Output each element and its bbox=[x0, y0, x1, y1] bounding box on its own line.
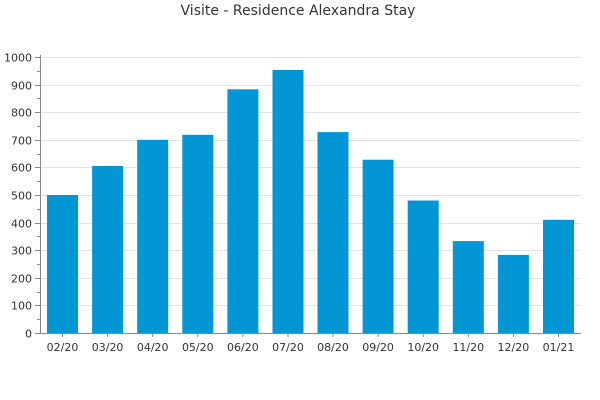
y-tick-label: 300 bbox=[11, 245, 32, 258]
x-tick-label: 06/20 bbox=[227, 341, 259, 354]
y-tick-label: 400 bbox=[11, 218, 32, 231]
y-tick-label: 600 bbox=[11, 162, 32, 175]
bar bbox=[543, 219, 574, 333]
y-tick-label: 800 bbox=[11, 107, 32, 120]
x-tick-label: 04/20 bbox=[137, 341, 169, 354]
bar bbox=[182, 134, 214, 333]
y-tick-label: 900 bbox=[11, 80, 32, 93]
y-tick-label: 100 bbox=[11, 300, 32, 313]
axes bbox=[35, 55, 581, 337]
x-tick-label: 02/20 bbox=[47, 341, 79, 354]
x-tick-label: 03/20 bbox=[92, 341, 124, 354]
x-tick-label: 12/20 bbox=[498, 341, 530, 354]
y-tick-label: 200 bbox=[11, 273, 32, 286]
x-tick-label: 08/20 bbox=[317, 341, 349, 354]
bar bbox=[452, 241, 484, 333]
bar bbox=[47, 195, 78, 333]
bar bbox=[407, 200, 439, 333]
x-tick-label: 09/20 bbox=[362, 341, 394, 354]
y-tick-label: 0 bbox=[25, 328, 32, 341]
x-tick-label: 07/20 bbox=[272, 341, 304, 354]
x-tick-label: 05/20 bbox=[182, 341, 214, 354]
bars bbox=[47, 70, 574, 333]
y-tick-label: 700 bbox=[11, 135, 32, 148]
grid-lines bbox=[40, 57, 581, 306]
bar bbox=[92, 166, 124, 333]
x-tick-labels: 02/20 03/20 04/20 05/20 06/20 07/20 08/20 09/20… bbox=[47, 341, 575, 354]
bar bbox=[272, 70, 304, 333]
y-tick-label: 500 bbox=[11, 190, 32, 203]
bar bbox=[137, 139, 169, 333]
y-tick-label: 1000 bbox=[4, 52, 32, 65]
chart-title: Visite - Residence Alexandra Stay bbox=[181, 3, 416, 19]
bar bbox=[317, 132, 349, 333]
bar bbox=[497, 254, 529, 333]
x-tick-label: 10/20 bbox=[407, 341, 439, 354]
x-tick-label: 01/21 bbox=[543, 341, 575, 354]
x-tick-label: 11/20 bbox=[452, 341, 484, 354]
y-tick-labels: 0 100 200 300 400 500 600 700 800 900 1000 bbox=[4, 52, 32, 341]
bar bbox=[227, 89, 259, 333]
bar bbox=[362, 159, 394, 333]
